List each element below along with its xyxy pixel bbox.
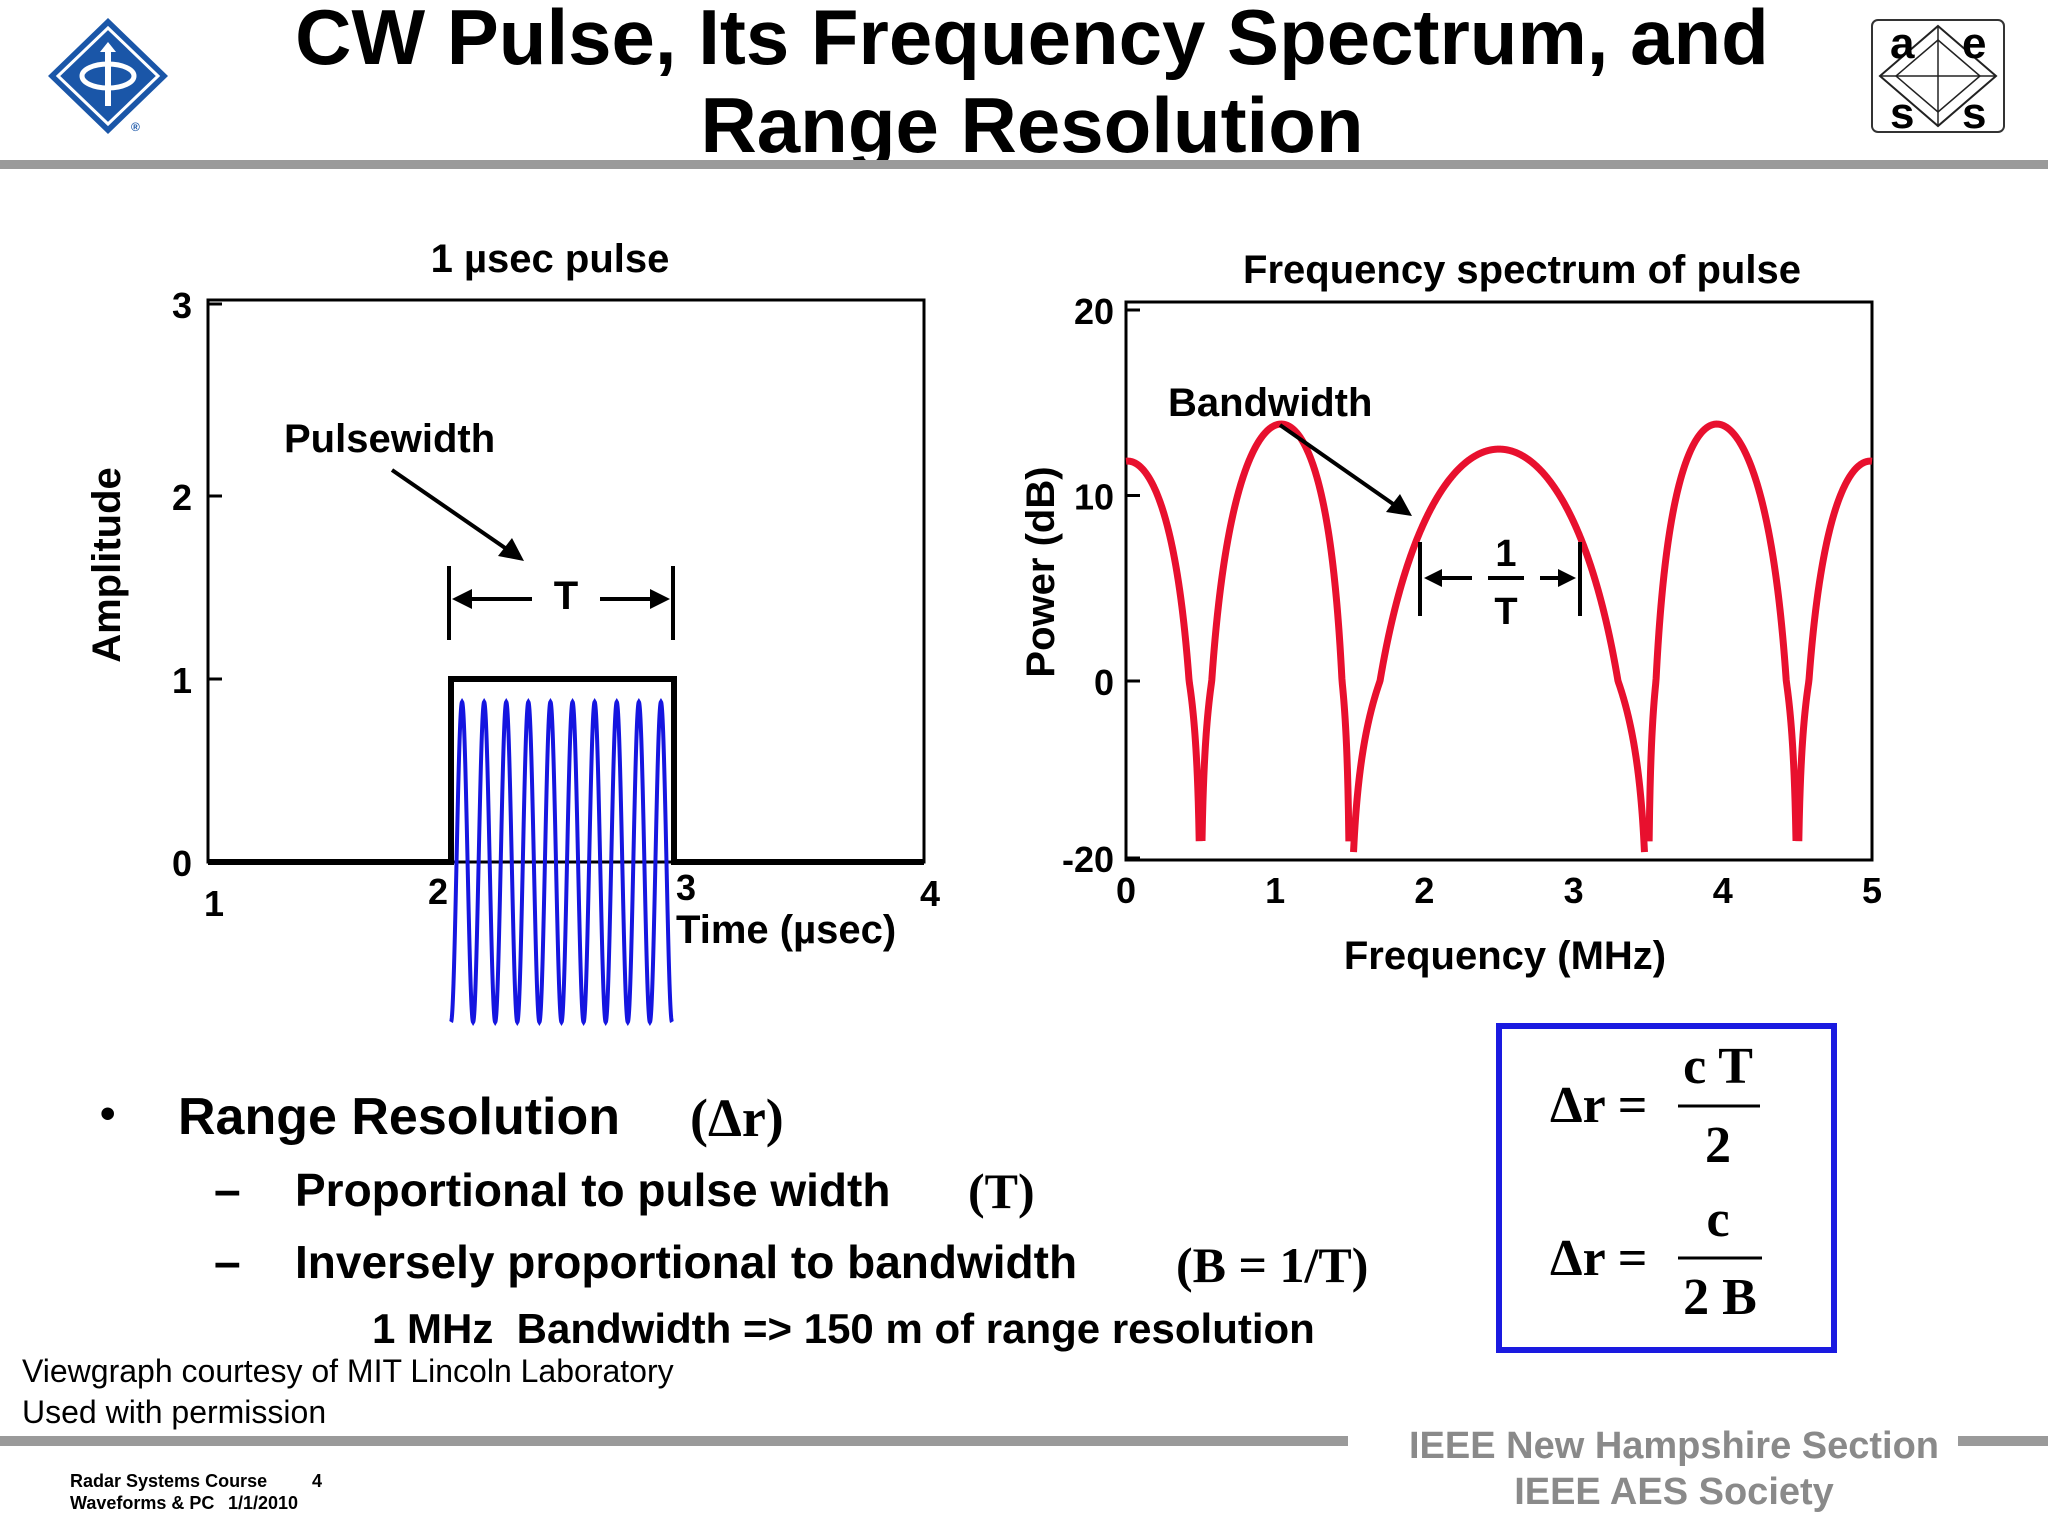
x-tick-label: 3 — [676, 867, 696, 908]
arrow-left-icon — [1424, 569, 1442, 587]
footer-date: 1/1/2010 — [228, 1493, 298, 1513]
bandwidth-pointer-line — [1278, 423, 1398, 508]
ieee-diamond-inner-icon — [55, 25, 161, 127]
footer-page-number: 4 — [312, 1471, 322, 1491]
x-tick-label: 1 — [1265, 870, 1285, 911]
bandwidth-arrowhead-icon — [1386, 494, 1412, 516]
bullet-symbol-delta-r: (Δr) — [690, 1088, 784, 1148]
pulsewidth-symbol: T — [554, 574, 578, 618]
aess-letter: e — [1962, 19, 1986, 68]
formula-box: Δr = c T 2 Δr = c 2 B — [1496, 1023, 1837, 1353]
arrow-left-icon — [452, 589, 472, 609]
arrow-right-icon — [1558, 569, 1576, 587]
bullet-marker: • — [100, 1089, 115, 1138]
plot-frame — [1124, 300, 1874, 862]
pulsewidth-annotation: Pulsewidth — [284, 417, 495, 461]
y-tick-label: 0 — [1094, 662, 1114, 703]
page-title-line2: Range Resolution — [700, 81, 1363, 169]
credit-line-2: Used with permission — [22, 1394, 326, 1430]
inverse-t-numerator: 1 — [1495, 533, 1516, 575]
y-tick-label: 20 — [1074, 291, 1114, 332]
y-tick-label: 2 — [172, 477, 192, 518]
sub-bullet-marker: – — [214, 1236, 241, 1289]
x-tick-label: 0 — [1116, 870, 1136, 911]
y-axis-label: Amplitude — [85, 467, 129, 663]
footer-divider-left — [0, 1436, 1348, 1446]
y-tick-label: 1 — [172, 660, 192, 701]
footer-divider-right — [1958, 1436, 2048, 1446]
y-tick-label: 3 — [172, 285, 192, 326]
x-tick-label: 2 — [428, 871, 448, 912]
bandwidth-note: 1 MHz Bandwidth => 150 m of range resolu… — [372, 1305, 1315, 1352]
credit-line-1: Viewgraph courtesy of MIT Lincoln Labora… — [22, 1353, 674, 1389]
formula-2-denominator: 2 B — [1683, 1269, 1757, 1326]
title-divider — [0, 160, 2048, 169]
aess-logo: a e s s — [1871, 19, 2005, 138]
pulsewidth-arrowhead-icon — [498, 538, 524, 561]
x-tick-label: 4 — [920, 873, 940, 914]
footer-course: Radar Systems Course — [70, 1471, 267, 1491]
x-tick-label: 5 — [1862, 870, 1882, 911]
registered-mark: ® — [131, 120, 140, 134]
aess-letter: a — [1890, 19, 1915, 68]
y-tick-label: -20 — [1062, 839, 1114, 880]
aess-letter: s — [1890, 89, 1914, 138]
arrow-right-icon — [650, 589, 670, 609]
x-tick-label: 4 — [1713, 870, 1733, 911]
spectrum-chart: Frequency spectrum of pulse Power (dB) -… — [1019, 248, 1882, 978]
x-tick-label: 3 — [1564, 870, 1584, 911]
sub-bullet-marker: – — [214, 1164, 241, 1217]
sub-bullet-symbol-t: (T) — [968, 1163, 1035, 1219]
sub-bullet-proportional: Proportional to pulse width — [295, 1164, 890, 1216]
y-tick-label: 10 — [1074, 477, 1114, 518]
chart-title: Frequency spectrum of pulse — [1243, 248, 1801, 292]
bullet-range-resolution: Range Resolution — [178, 1088, 620, 1146]
x-axis-label: Time (µsec) — [676, 908, 896, 952]
sub-bullet-inversely: Inversely proportional to bandwidth — [295, 1236, 1077, 1288]
y-tick-label: 0 — [172, 843, 192, 884]
carrier-wave-line — [449, 697, 674, 1027]
formula-1-lhs: Δr = — [1550, 1077, 1647, 1134]
x-tick-label: 1 — [204, 883, 224, 924]
inverse-t-denominator: T — [1494, 591, 1517, 633]
formula-1-numerator: c T — [1683, 1038, 1753, 1095]
footer-org-society: IEEE AES Society — [1514, 1471, 1834, 1513]
ieee-arrowhead-icon — [100, 42, 116, 52]
x-tick-label: 2 — [1414, 870, 1434, 911]
chart-title: 1 µsec pulse — [431, 237, 670, 281]
bullet-list: • Range Resolution (Δr) – Proportional t… — [100, 1088, 1368, 1352]
formula-2-numerator: c — [1706, 1191, 1729, 1248]
sub-bullet-symbol-b: (B = 1/T) — [1176, 1237, 1368, 1293]
formula-2-lhs: Δr = — [1550, 1230, 1647, 1287]
pulse-envelope-line — [208, 676, 924, 865]
aess-letter: s — [1962, 89, 1986, 138]
formula-box-frame — [1496, 1023, 1837, 1353]
footer-org-section: IEEE New Hampshire Section — [1409, 1425, 1939, 1467]
x-axis-label: Frequency (MHz) — [1344, 934, 1666, 978]
ieee-logo: ® — [48, 18, 168, 134]
bandwidth-annotation: Bandwidth — [1168, 381, 1372, 425]
pulsewidth-pointer-line — [390, 468, 510, 552]
page-title-line1: CW Pulse, Its Frequency Spectrum, and — [295, 0, 1769, 81]
y-axis-label: Power (dB) — [1019, 466, 1063, 677]
spectrum-curve — [1122, 420, 1876, 853]
formula-1-denominator: 2 — [1705, 1117, 1731, 1174]
footer-module: Waveforms & PC — [70, 1493, 214, 1513]
